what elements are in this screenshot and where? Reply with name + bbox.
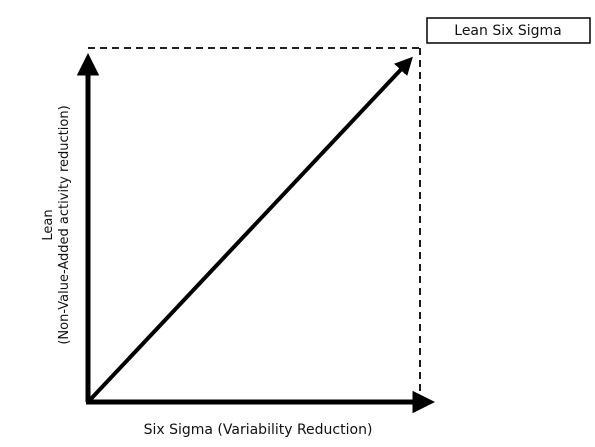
- y-axis-label-line1: Lean: [41, 209, 56, 240]
- title-box: [426, 17, 591, 44]
- diagonal-arrow: [86, 56, 413, 404]
- title-box-label: Lean Six Sigma: [454, 23, 561, 39]
- x-axis-label: Six Sigma (Variability Reduction): [144, 422, 373, 438]
- y-axis-label-line2: (Non-Value-Added activity reduction): [57, 105, 72, 344]
